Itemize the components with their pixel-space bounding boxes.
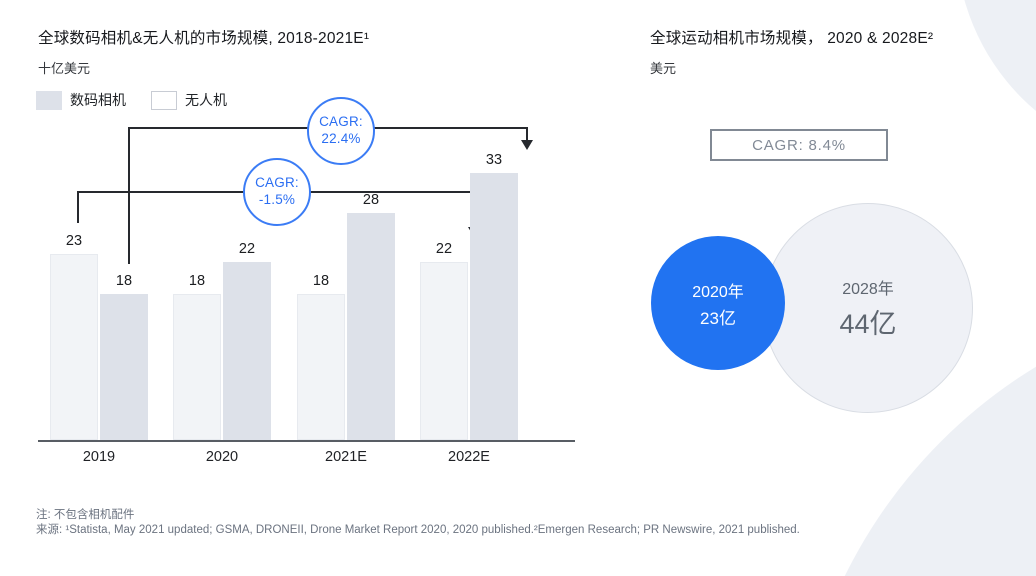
- bar-value-label-无人机-2020: 22: [238, 241, 256, 257]
- cagr-badge-title: CAGR:: [255, 175, 299, 191]
- bar-value-label-无人机-2022E: 33: [485, 152, 503, 168]
- bubble-2020: 2020年 23亿: [651, 236, 785, 370]
- footer-note: 注: 不包含相机配件: [36, 509, 135, 521]
- connector-segment: [128, 127, 130, 264]
- left-chart-unit-label: 十亿美元: [38, 61, 91, 76]
- x-axis-label-2022E: 2022E: [448, 449, 490, 465]
- legend-swatch-camera: [36, 90, 62, 110]
- bar-value-label-数码相机-2019: 23: [65, 233, 83, 249]
- left-chart-title: 全球数码相机&无人机的市场规模, 2018-2021E¹: [38, 30, 370, 47]
- bar-数码相机-2019: [50, 254, 98, 440]
- arrow-down-icon: [521, 140, 533, 150]
- bubble-2028: 2028年 44亿: [763, 203, 973, 413]
- bar-value-label-数码相机-2021E: 18: [312, 273, 330, 289]
- bar-value-label-数码相机-2020: 18: [188, 273, 206, 289]
- legend-label-drone: 无人机: [185, 92, 227, 108]
- cagr-badge-camera: CAGR: -1.5%: [243, 158, 311, 226]
- right-chart-title: 全球运动相机市场规模， 2020 & 2028E²: [650, 30, 934, 47]
- x-axis-label-2021E: 2021E: [325, 449, 367, 465]
- bar-数码相机-2021E: [297, 294, 345, 440]
- cagr-badge-drone: CAGR: 22.4%: [307, 97, 375, 165]
- right-chart-unit-label: 美元: [650, 61, 677, 76]
- legend: 数码相机 无人机: [36, 90, 252, 110]
- bar-数码相机-2020: [173, 294, 221, 440]
- x-axis-label-2019: 2019: [82, 449, 116, 465]
- connector-segment: [77, 191, 79, 223]
- x-axis-label-2020: 2020: [205, 449, 239, 465]
- bar-value-label-无人机-2021E: 28: [362, 192, 380, 208]
- bar-value-label-无人机-2019: 18: [115, 273, 133, 289]
- x-axis-line: [38, 440, 575, 442]
- corner-decoration-top-right: [956, 0, 1036, 164]
- connector-segment: [526, 127, 528, 141]
- cagr-badge-value: 22.4%: [321, 131, 361, 146]
- cagr-badge-title: CAGR:: [319, 114, 363, 130]
- legend-swatch-drone: [151, 90, 177, 110]
- legend-label-camera: 数码相机: [70, 92, 126, 108]
- bar-数码相机-2022E: [420, 262, 468, 440]
- cagr-badge-value: -1.5%: [258, 192, 296, 207]
- footer-source: 来源: ¹Statista, May 2021 updated; GSMA, D…: [36, 524, 800, 536]
- bar-value-label-数码相机-2022E: 22: [435, 241, 453, 257]
- bar-无人机-2019: [100, 294, 148, 440]
- bar-无人机-2021E: [347, 213, 395, 440]
- bubble-2028-year: 2028年: [842, 281, 894, 298]
- bubble-2028-value: 44亿: [839, 309, 897, 339]
- bar-无人机-2022E: [470, 173, 518, 440]
- bar-无人机-2020: [223, 262, 271, 440]
- bubble-2020-value: 23亿: [700, 308, 736, 328]
- cagr-box: CAGR: 8.4%: [710, 129, 888, 161]
- bubble-2020-year: 2020年: [692, 283, 744, 301]
- bar-plot: CAGR: 22.4% CAGR: -1.5% 23 18 2019 18 22 2020…: [38, 90, 575, 465]
